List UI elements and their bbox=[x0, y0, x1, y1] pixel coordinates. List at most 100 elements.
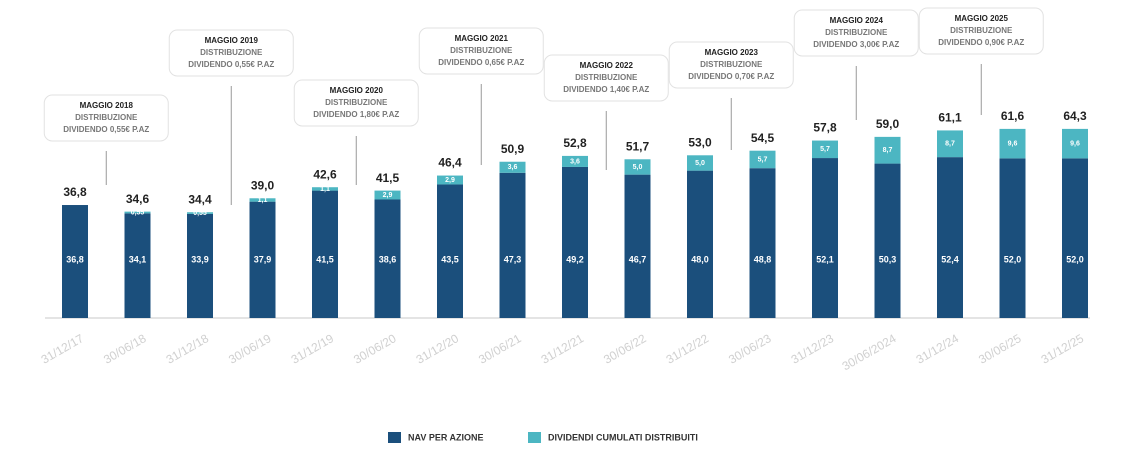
total-label: 50,9 bbox=[501, 142, 525, 156]
callout-text: MAGGIO 2020 bbox=[330, 86, 384, 95]
total-label: 52,8 bbox=[563, 136, 587, 150]
callout-text: DIVIDENDO 0,70€ P.AZ bbox=[688, 72, 774, 81]
callout-text: MAGGIO 2021 bbox=[455, 34, 509, 43]
legend-label: NAV PER AZIONE bbox=[408, 432, 484, 442]
x-tick-label: 30/06/18 bbox=[101, 331, 149, 367]
segment-label: 5,7 bbox=[758, 156, 768, 163]
bar-segment bbox=[749, 150, 776, 169]
legend-swatch bbox=[528, 432, 541, 443]
callout-text: MAGGIO 2022 bbox=[580, 61, 634, 70]
bar-segment bbox=[312, 190, 338, 318]
callout-box bbox=[543, 54, 669, 102]
callout-text: DISTRIBUZIONE bbox=[950, 26, 1013, 35]
x-tick-label: 30/06/21 bbox=[476, 331, 524, 367]
segment-label: 1,1 bbox=[258, 197, 268, 204]
callout-box bbox=[668, 41, 794, 89]
x-tick-label: 30/06/2024 bbox=[840, 331, 899, 373]
bar-segment bbox=[624, 174, 651, 318]
callout-text: DIVIDENDO 0,55€ P.AZ bbox=[63, 125, 149, 134]
x-tick-label: 31/12/24 bbox=[914, 331, 962, 367]
x-tick-label: 31/12/18 bbox=[164, 331, 212, 367]
bar-segment bbox=[187, 213, 213, 318]
x-tick-label: 31/12/22 bbox=[664, 331, 712, 367]
callout-box bbox=[168, 29, 294, 77]
callout-text: MAGGIO 2019 bbox=[205, 36, 259, 45]
segment-label: 48,0 bbox=[691, 254, 709, 264]
total-label: 34,6 bbox=[126, 192, 150, 206]
segment-label: 5,7 bbox=[820, 146, 830, 153]
x-tick-label: 31/12/19 bbox=[289, 331, 337, 367]
bar-segment bbox=[249, 201, 276, 318]
callout-box bbox=[418, 27, 544, 75]
segment-label: 38,6 bbox=[379, 254, 397, 264]
bar-segment bbox=[999, 158, 1026, 318]
segment-label: 46,7 bbox=[629, 254, 647, 264]
segment-label: 2,9 bbox=[445, 177, 455, 184]
x-tick-label: 30/06/23 bbox=[726, 331, 774, 367]
callout-text: DIVIDENDO 0,90€ P.AZ bbox=[938, 38, 1024, 47]
segment-label: 37,9 bbox=[254, 254, 272, 264]
total-label: 61,6 bbox=[1001, 109, 1025, 123]
total-label: 34,4 bbox=[188, 192, 212, 206]
bar-segment bbox=[937, 157, 963, 318]
x-tick-label: 31/12/20 bbox=[414, 331, 462, 367]
bar-segment bbox=[812, 158, 838, 318]
x-tick-label: 30/06/25 bbox=[976, 331, 1024, 367]
bar-segment bbox=[437, 184, 463, 318]
segment-label: 52,0 bbox=[1066, 254, 1084, 264]
segment-label: 52,0 bbox=[1004, 254, 1022, 264]
x-tick-label: 30/06/19 bbox=[226, 331, 274, 367]
callout-box bbox=[43, 94, 169, 142]
bar-segment bbox=[312, 187, 338, 191]
segment-label: 3,6 bbox=[508, 164, 518, 171]
bar-segment bbox=[249, 198, 276, 202]
legend-swatch bbox=[388, 432, 401, 443]
bar-segment bbox=[937, 130, 963, 158]
callout-text: DIVIDENDO 0,65€ P.AZ bbox=[438, 58, 524, 67]
legend-label: DIVIDENDI CUMULATI DISTRIBUITI bbox=[548, 432, 698, 442]
x-tick-label: 30/06/22 bbox=[601, 331, 649, 367]
bar-segment bbox=[374, 199, 401, 318]
segment-label: 1,1 bbox=[320, 186, 330, 193]
bar-segment bbox=[624, 159, 651, 175]
segment-label: 3,6 bbox=[570, 158, 580, 165]
callout-text: MAGGIO 2025 bbox=[955, 14, 1009, 23]
segment-label: 33,9 bbox=[191, 254, 209, 264]
total-label: 57,8 bbox=[813, 121, 837, 135]
bar-segment bbox=[687, 155, 713, 171]
bar-segment bbox=[437, 175, 463, 185]
bar-segment bbox=[874, 136, 901, 164]
callout-text: DIVIDENDO 3,00€ P.AZ bbox=[813, 40, 899, 49]
x-tick-label: 30/06/20 bbox=[351, 331, 399, 367]
callout-box bbox=[918, 7, 1044, 55]
segment-label: 48,8 bbox=[754, 254, 772, 264]
segment-label: 49,2 bbox=[566, 254, 584, 264]
segment-label: 47,3 bbox=[504, 254, 522, 264]
callout-text: DISTRIBUZIONE bbox=[325, 98, 388, 107]
bar-segment bbox=[874, 163, 901, 318]
callout-text: MAGGIO 2023 bbox=[705, 48, 759, 57]
bar-segment bbox=[374, 190, 401, 200]
segment-label: 41,5 bbox=[316, 254, 334, 264]
callout-text: DISTRIBUZIONE bbox=[75, 113, 138, 122]
bar-segment bbox=[187, 212, 213, 214]
total-label: 53,0 bbox=[688, 135, 712, 149]
callout-box bbox=[793, 9, 919, 57]
callout-text: MAGGIO 2018 bbox=[80, 101, 134, 110]
bar-segment bbox=[562, 166, 588, 318]
segment-label: 50,3 bbox=[879, 254, 897, 264]
total-label: 59,0 bbox=[876, 117, 900, 131]
segment-label: 5,0 bbox=[633, 164, 643, 171]
total-label: 54,5 bbox=[751, 131, 775, 145]
total-label: 36,8 bbox=[63, 185, 87, 199]
segment-label: 0,55 bbox=[131, 209, 145, 216]
total-label: 46,4 bbox=[438, 156, 462, 170]
bar-segment bbox=[124, 211, 151, 214]
x-tick-label: 31/12/21 bbox=[539, 331, 587, 367]
callout-text: DISTRIBUZIONE bbox=[450, 46, 513, 55]
total-label: 41,5 bbox=[376, 171, 400, 185]
bar-segment bbox=[562, 155, 588, 167]
segment-label: 36,8 bbox=[66, 254, 84, 264]
callout-text: DISTRIBUZIONE bbox=[825, 28, 888, 37]
